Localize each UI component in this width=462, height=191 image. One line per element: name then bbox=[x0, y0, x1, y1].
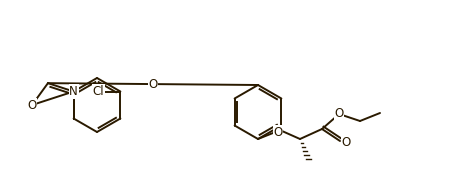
Text: O: O bbox=[274, 125, 283, 138]
Text: Cl: Cl bbox=[92, 85, 104, 98]
Text: O: O bbox=[341, 135, 351, 148]
Text: O: O bbox=[334, 107, 344, 120]
Text: O: O bbox=[27, 99, 36, 112]
Text: N: N bbox=[69, 85, 78, 98]
Text: O: O bbox=[148, 78, 158, 91]
